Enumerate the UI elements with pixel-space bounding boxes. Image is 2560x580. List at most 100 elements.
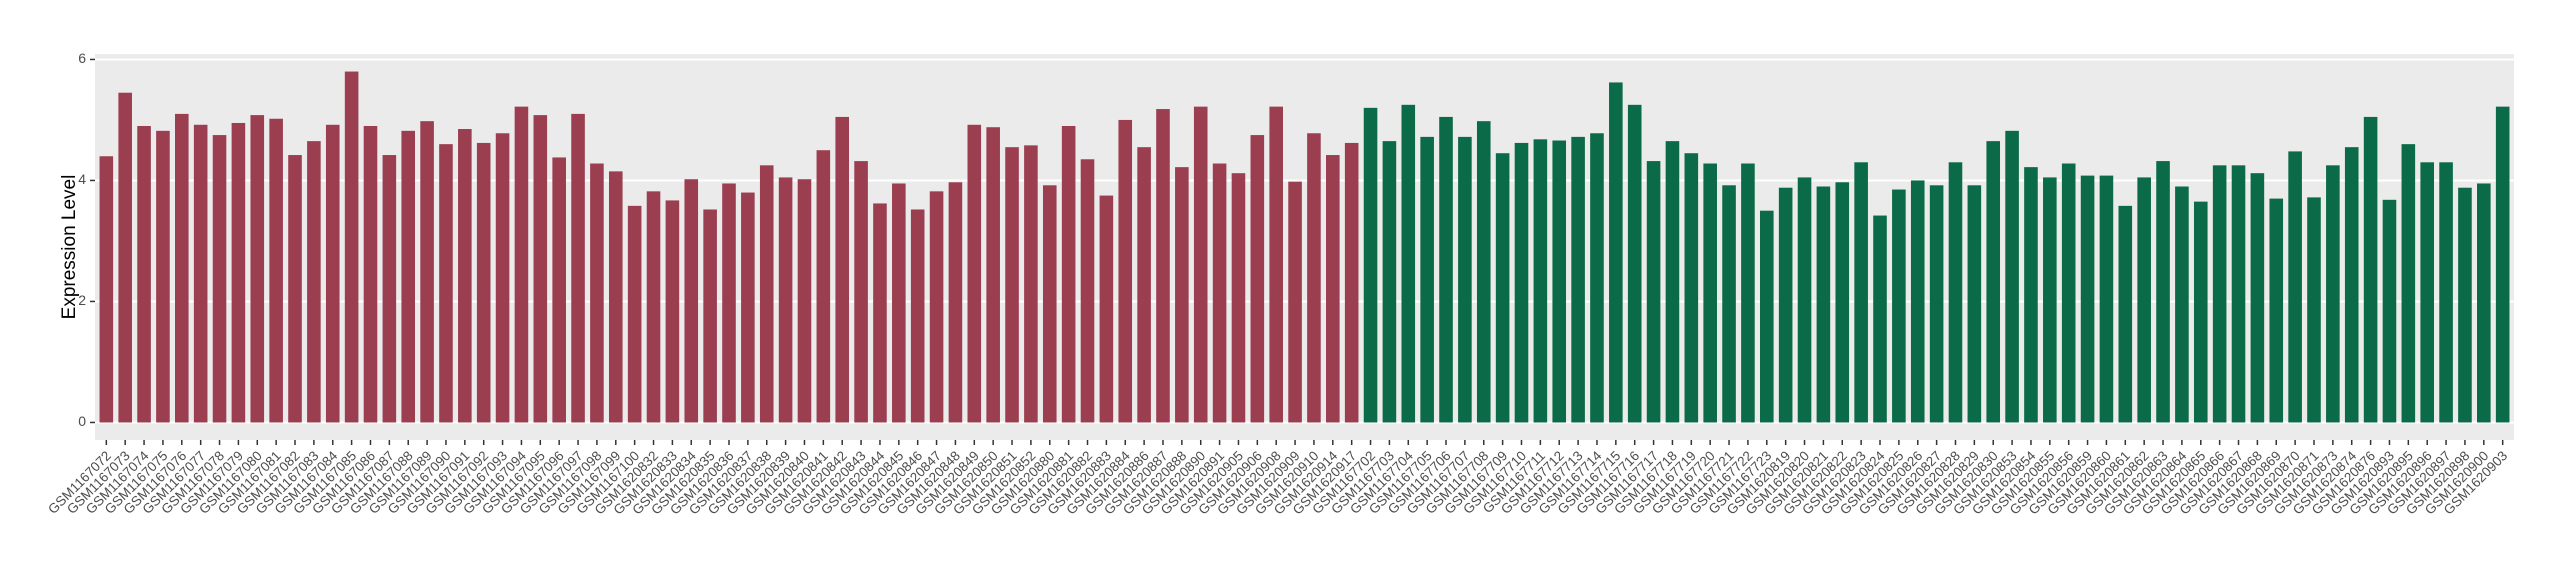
y-tick-label: 0 (78, 413, 86, 429)
bar (1759, 210, 1774, 423)
bar (1099, 195, 1114, 423)
bar (778, 177, 793, 423)
bar (1137, 147, 1151, 423)
bar (854, 161, 868, 423)
bar (1288, 181, 1302, 423)
bar (2269, 198, 2284, 423)
bar (1778, 187, 1793, 423)
bar (1552, 140, 1567, 423)
bar (250, 115, 265, 423)
bar (2250, 173, 2265, 423)
bar (1118, 119, 1133, 423)
bar (269, 118, 283, 423)
bar (1307, 133, 1321, 423)
bar (118, 92, 132, 423)
bar (552, 157, 566, 423)
bar (2495, 106, 2510, 423)
bar (495, 133, 510, 423)
bar (741, 192, 755, 423)
bar (1420, 136, 1434, 423)
bar (590, 163, 604, 423)
bar (1458, 136, 1472, 423)
bar (929, 191, 944, 423)
bar (2005, 130, 2019, 423)
bar (1042, 185, 1057, 423)
bar (627, 205, 642, 423)
bar (873, 203, 887, 423)
bar (1156, 109, 1170, 423)
bar (1212, 163, 1227, 423)
bar (967, 124, 982, 423)
bar (2382, 199, 2397, 423)
bar (2156, 161, 2170, 423)
bar (1873, 215, 1887, 423)
bar (2193, 201, 2208, 423)
bar (1231, 173, 1246, 423)
bar (2420, 162, 2434, 423)
bar (382, 155, 397, 423)
bar (193, 124, 208, 423)
bar (1854, 162, 1868, 423)
y-tick-label: 2 (78, 292, 86, 308)
bar (231, 122, 246, 423)
bar (1363, 107, 1378, 423)
bar (1005, 147, 1019, 423)
bar (2212, 165, 2227, 423)
bar (533, 115, 548, 423)
bar (2477, 183, 2491, 423)
bar (1080, 159, 1095, 423)
bar (948, 182, 963, 423)
bar (1948, 162, 1963, 423)
bar (986, 127, 1000, 423)
bar (910, 209, 925, 423)
bar (2175, 186, 2189, 423)
bar (1193, 106, 1208, 423)
bar (2458, 187, 2472, 423)
bar (288, 155, 302, 423)
bar (816, 150, 831, 423)
bar (2043, 177, 2057, 423)
bar (2307, 197, 2321, 423)
bar (2118, 205, 2133, 423)
bar (1929, 185, 1944, 423)
bar (344, 71, 359, 423)
bar (2439, 162, 2453, 423)
bar (307, 141, 321, 423)
bar (1476, 121, 1491, 423)
bar (1816, 186, 1831, 423)
bar (1495, 153, 1510, 423)
bar (571, 113, 585, 423)
bar (1250, 135, 1265, 423)
bar (363, 125, 378, 423)
bar (458, 129, 472, 423)
bar (1401, 104, 1416, 423)
bar (1514, 142, 1529, 423)
bar (1533, 139, 1548, 423)
bar (722, 183, 736, 423)
bar (1967, 185, 1982, 423)
bar (420, 121, 434, 423)
y-axis-title: Expression Level (59, 175, 80, 320)
bar (1439, 116, 1453, 423)
bar (1892, 189, 1906, 423)
bar (1061, 125, 1076, 423)
bar (1741, 163, 1755, 423)
bar (1024, 145, 1038, 423)
bar (1910, 180, 1925, 423)
bar (2231, 165, 2246, 423)
bar (2080, 175, 2095, 423)
bar (1590, 133, 1604, 423)
bar (212, 135, 227, 423)
bar (439, 144, 453, 423)
bar (703, 209, 717, 423)
bar (1382, 141, 1397, 423)
bar (1609, 82, 1623, 423)
bar (892, 183, 906, 423)
bar (1797, 177, 1812, 423)
bar (1326, 155, 1340, 423)
bar (1684, 153, 1699, 423)
bar (2061, 163, 2076, 423)
bar (1571, 136, 1585, 423)
